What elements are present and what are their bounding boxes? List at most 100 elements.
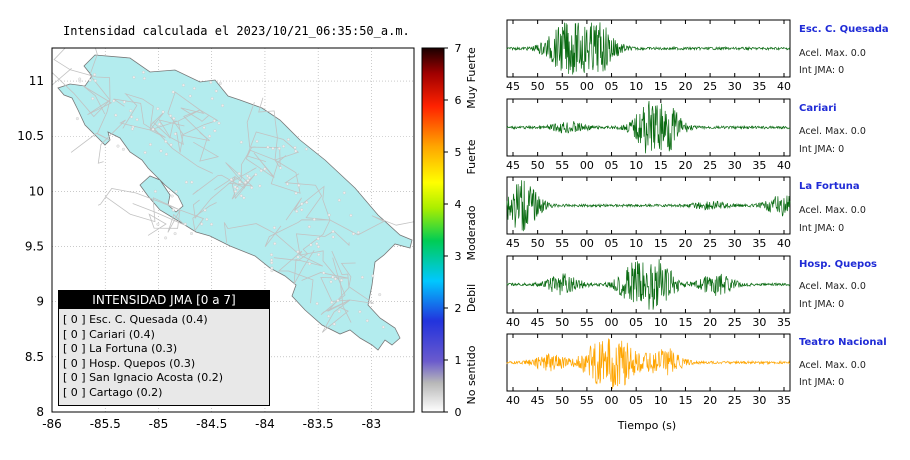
map-point xyxy=(164,152,168,156)
road xyxy=(295,230,350,256)
road xyxy=(246,131,300,162)
map-point xyxy=(143,151,147,154)
station-int-jma: Int JMA: 0 xyxy=(799,223,845,234)
y-tick-label: 9 xyxy=(36,295,44,309)
map-point xyxy=(307,225,311,229)
waveform-tick-label: 25 xyxy=(728,394,742,407)
map-point xyxy=(192,86,196,90)
map-point xyxy=(342,191,346,195)
road xyxy=(179,202,217,232)
colorbar-class-label: Debil xyxy=(465,284,478,312)
map-point xyxy=(266,145,270,149)
map-point xyxy=(235,186,239,190)
colorbar-tick-label: 2 xyxy=(455,302,462,315)
x-tick-label: -85.5 xyxy=(90,417,121,431)
map-point xyxy=(270,261,274,265)
waveform-tick-label: 35 xyxy=(777,394,791,407)
colorbar-class-label: Muy Fuerte xyxy=(465,47,478,109)
map-point xyxy=(91,97,95,101)
map-point xyxy=(142,70,145,74)
map-point xyxy=(300,208,304,212)
map-point xyxy=(270,258,274,262)
map-point xyxy=(272,226,276,230)
map-point xyxy=(229,178,233,181)
waveform-tick-label: 50 xyxy=(531,80,545,93)
station-acel-max: Acel. Max. 0.0 xyxy=(799,360,866,371)
map-point xyxy=(340,278,343,282)
map-point xyxy=(183,222,187,226)
colorbar-class-label: No sentido xyxy=(465,345,478,404)
map-point xyxy=(270,253,273,257)
waveform-tick-label: 30 xyxy=(728,159,742,172)
waveform-tick-label: 10 xyxy=(629,237,643,250)
map-point xyxy=(153,189,157,193)
station-name: Teatro Nacional xyxy=(799,337,887,348)
legend-row: [ 0 ] San Ignacio Acosta (0.2) xyxy=(63,371,223,385)
waveform-panel: 40 45 50 55 00 05 10 15 20 25 30 35 xyxy=(506,255,791,329)
map-point xyxy=(273,242,277,246)
station-int-jma: Int JMA: 0 xyxy=(799,144,845,155)
waveform-tick-label: 05 xyxy=(605,237,619,250)
road xyxy=(270,155,301,194)
map-point xyxy=(161,110,165,114)
road xyxy=(258,97,278,161)
map-point xyxy=(78,77,82,81)
waveform-tick-label: 45 xyxy=(531,394,545,407)
y-tick-label: 8 xyxy=(36,405,44,419)
road xyxy=(246,102,281,170)
station-name: Esc. C. Quesada xyxy=(799,24,889,35)
waveform-tick-label: 40 xyxy=(506,394,520,407)
map-point xyxy=(159,149,163,153)
map-point xyxy=(315,242,319,246)
map-point xyxy=(234,189,238,193)
waveform-tick-label: 00 xyxy=(580,159,594,172)
road xyxy=(180,109,219,141)
map-point xyxy=(337,198,341,202)
road xyxy=(149,120,178,139)
map-point xyxy=(337,309,341,313)
intensity-colorbar xyxy=(421,47,445,413)
map-point xyxy=(332,322,336,326)
waveform-panels: 45 50 55 00 05 10 15 20 25 30 35 40 45 50 55 00 05 10 15 20… xyxy=(506,19,791,407)
map-point xyxy=(203,208,207,212)
map-point xyxy=(129,109,133,113)
waveform-tick-label: 15 xyxy=(678,316,692,329)
map-point xyxy=(121,147,125,151)
map-point xyxy=(329,280,333,284)
road xyxy=(285,185,331,221)
waveform-tick-label: 05 xyxy=(629,394,643,407)
map-point xyxy=(309,243,313,247)
waveform-tick-label: 55 xyxy=(580,316,594,329)
waveform-tick-label: 55 xyxy=(555,159,569,172)
waveform-tick-label: 25 xyxy=(703,159,717,172)
waveform-tick-label: 35 xyxy=(777,316,791,329)
map-point xyxy=(156,222,160,226)
waveform-tick-label: 00 xyxy=(580,80,594,93)
map-point xyxy=(221,104,225,108)
waveform-tick-label: 40 xyxy=(506,316,520,329)
waveform-tick-label: 20 xyxy=(678,80,692,93)
map-point xyxy=(174,190,178,194)
station-points xyxy=(75,70,385,329)
map-point xyxy=(171,90,175,94)
map-point xyxy=(270,266,274,270)
legend-row: [ 0 ] La Fortuna (0.3) xyxy=(63,342,178,356)
map-point xyxy=(169,143,173,147)
road xyxy=(264,219,331,247)
map-point xyxy=(286,138,290,141)
station-int-jma: Int JMA: 0 xyxy=(799,377,845,388)
waveform-tick-label: 25 xyxy=(703,237,717,250)
road xyxy=(82,85,113,116)
station-acel-max: Acel. Max. 0.0 xyxy=(799,281,866,292)
x-tick-label: -84.5 xyxy=(196,417,227,431)
intensity-legend: INTENSIDAD JMA [0 a 7] [ 0 ] Esc. C. Que… xyxy=(58,290,270,406)
waveform-tick-label: 30 xyxy=(728,237,742,250)
legend-row: [ 0 ] Cariari (0.4) xyxy=(63,327,155,341)
map-point xyxy=(212,119,216,123)
x-tick-label: -85 xyxy=(149,417,169,431)
map-point xyxy=(378,293,382,297)
time-axis-label: Tiempo (s) xyxy=(617,419,676,432)
waveform-tick-label: 05 xyxy=(605,159,619,172)
waveform-tick-label: 45 xyxy=(531,316,545,329)
road xyxy=(223,222,301,256)
